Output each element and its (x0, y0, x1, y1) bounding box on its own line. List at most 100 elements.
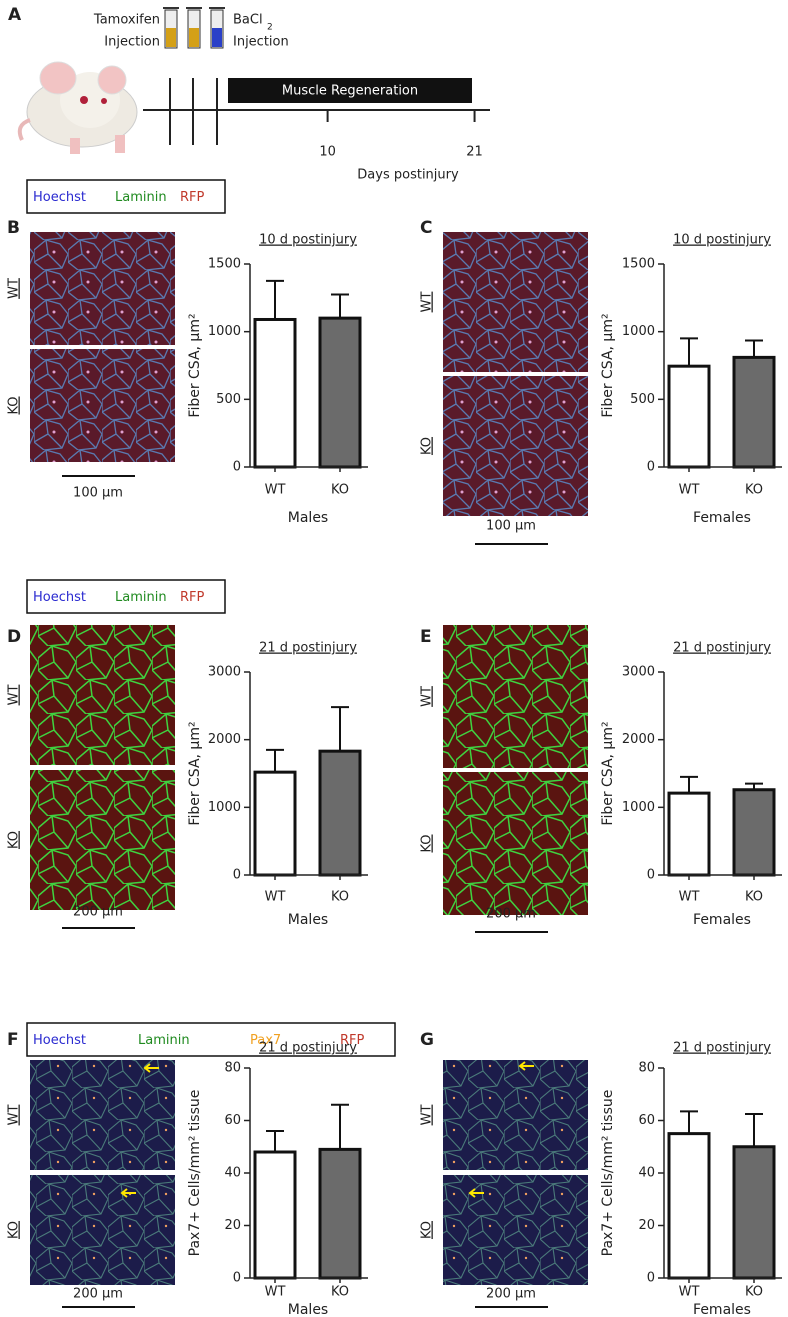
bar (318, 1147, 362, 1280)
phase-bar (228, 78, 472, 103)
y-tick-label: 0 (233, 868, 241, 883)
chart-title: 21 d postinjury (259, 641, 357, 656)
micrograph (443, 232, 588, 372)
chart-title: 10 d postinjury (259, 233, 357, 248)
y-axis-label: Fiber CSA, µm² (187, 313, 203, 417)
scale-bar-label: 100 µm (486, 519, 536, 534)
genotype-label: KO (7, 831, 22, 849)
y-tick-label: 1000 (208, 324, 241, 339)
x-tick-label: KO (331, 1285, 349, 1300)
stain-legend-item: Hoechst (33, 190, 86, 205)
y-tick-label: 20 (638, 1218, 655, 1233)
micrograph (30, 770, 175, 910)
x-tick-label: WT (265, 1285, 286, 1300)
day-tick-label: 21 (466, 145, 483, 160)
bar (253, 1150, 297, 1280)
y-tick-label: 3000 (622, 665, 655, 680)
chart-title: 21 d postinjury (673, 641, 771, 656)
arrow (518, 1061, 534, 1071)
scale-bar-label: 200 µm (73, 905, 123, 920)
micrograph (443, 1060, 588, 1170)
x-tick-label: WT (265, 890, 286, 905)
y-axis-label: Pax7+ Cells/mm² tissue (600, 1090, 616, 1257)
y-axis-label: Fiber CSA, µm² (600, 313, 616, 417)
y-tick-label: 80 (224, 1061, 241, 1076)
stain-legend-item: Laminin (115, 190, 167, 205)
y-tick-label: 20 (224, 1218, 241, 1233)
panel-label: D (7, 627, 21, 647)
y-tick-label: 0 (647, 460, 655, 475)
y-tick-label: 2000 (208, 732, 241, 747)
bar (318, 749, 362, 877)
bar (667, 364, 711, 469)
stain-legend-item: Pax7 (250, 1033, 281, 1048)
y-tick-label: 2000 (622, 732, 655, 747)
x-tick-label: WT (679, 1285, 700, 1300)
stain-legend-box (26, 579, 226, 614)
stain-legend-item: RFP (340, 1033, 365, 1048)
y-axis-label: Fiber CSA, µm² (187, 721, 203, 825)
micrograph (30, 625, 175, 765)
y-tick-label: 0 (233, 460, 241, 475)
chart-title: 21 d postinjury (259, 1041, 357, 1056)
chart-title: 10 d postinjury (673, 233, 771, 248)
y-tick-label: 80 (638, 1061, 655, 1076)
y-tick-label: 60 (224, 1113, 241, 1128)
drug-subscript: 2 (267, 23, 273, 33)
scale-bar-label: 200 µm (486, 1287, 536, 1302)
bar (732, 355, 776, 469)
stain-legend-item: Laminin (115, 590, 167, 605)
x-tick-label: KO (331, 890, 349, 905)
genotype-label: KO (420, 437, 435, 455)
x-tick-label: KO (745, 1285, 763, 1300)
stain-legend-item: RFP (180, 190, 205, 205)
bar (732, 788, 776, 877)
micrograph (443, 1175, 588, 1285)
y-axis-label: Pax7+ Cells/mm² tissue (187, 1090, 203, 1257)
stain-legend-item: Hoechst (33, 590, 86, 605)
y-tick-label: 0 (647, 1271, 655, 1286)
micrograph (443, 376, 588, 516)
x-axis-label: Males (288, 912, 328, 928)
y-tick-label: 60 (638, 1113, 655, 1128)
x-axis-label: Males (288, 1302, 328, 1317)
y-tick-label: 1000 (622, 800, 655, 815)
scale-bar-label: 100 µm (73, 486, 123, 501)
y-tick-label: 1000 (208, 800, 241, 815)
y-tick-label: 0 (233, 1271, 241, 1286)
y-tick-label: 500 (216, 392, 241, 407)
y-tick-label: 40 (224, 1166, 241, 1181)
scale-bar-label: 200 µm (73, 1287, 123, 1302)
drug-label: Injection (104, 35, 160, 50)
drug-label: Tamoxifen (93, 13, 160, 28)
x-tick-label: KO (745, 890, 763, 905)
syringes (163, 7, 225, 49)
x-tick-label: WT (265, 483, 286, 498)
panel-label: C (420, 218, 432, 238)
x-tick-label: WT (679, 483, 700, 498)
micrograph (30, 1175, 175, 1285)
scale-bar-label: 200 µm (486, 907, 536, 922)
genotype-label: KO (420, 834, 435, 852)
genotype-label: WT (7, 1105, 22, 1126)
arrow (143, 1063, 159, 1073)
genotype-label: WT (420, 1105, 435, 1126)
arrow (468, 1188, 484, 1198)
y-tick-label: 3000 (208, 665, 241, 680)
drug-label: Injection (233, 35, 289, 50)
micrograph (30, 1060, 175, 1170)
x-tick-label: KO (745, 483, 763, 498)
bar (253, 770, 297, 877)
y-tick-label: 500 (630, 392, 655, 407)
panel-label: A (8, 5, 22, 25)
panel-label: B (7, 218, 20, 238)
micrograph (30, 349, 175, 462)
bar (667, 791, 711, 877)
genotype-label: KO (420, 1221, 435, 1239)
bar (253, 317, 297, 469)
genotype-label: WT (7, 278, 22, 299)
genotype-label: KO (7, 1221, 22, 1239)
stain-legend-box (26, 1022, 396, 1057)
